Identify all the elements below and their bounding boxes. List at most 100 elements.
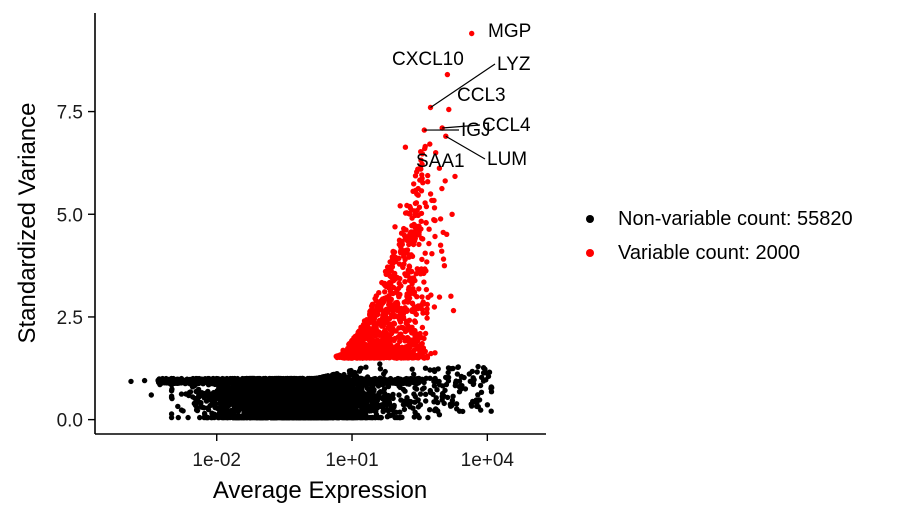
data-point [345, 385, 351, 391]
data-point [384, 407, 390, 413]
data-point [357, 378, 363, 384]
data-point [377, 389, 384, 395]
data-point [268, 410, 274, 417]
data-point [327, 414, 333, 421]
data-point [241, 413, 247, 419]
data-point [474, 369, 480, 375]
data-point [483, 377, 489, 383]
data-point [433, 395, 439, 401]
data-point [458, 373, 465, 380]
data-point [232, 397, 239, 403]
data-point [449, 401, 456, 408]
data-point [445, 369, 451, 376]
data-point [323, 398, 330, 405]
data-point [340, 373, 346, 379]
data-point [363, 414, 370, 421]
data-point [221, 379, 227, 386]
data-point [484, 402, 491, 408]
data-point [364, 374, 371, 380]
data-point [450, 393, 456, 399]
data-point [325, 393, 332, 399]
data-point [367, 380, 373, 387]
data-point [364, 385, 371, 391]
data-point [422, 365, 429, 371]
data-point [381, 371, 387, 377]
data-point [248, 381, 254, 388]
data-point [427, 407, 433, 413]
data-point [274, 405, 280, 412]
data-point [310, 375, 317, 382]
data-point [400, 386, 407, 393]
data-point [377, 361, 383, 367]
data-point [185, 414, 191, 421]
data-point [396, 392, 402, 398]
data-point [198, 400, 204, 406]
data-point [217, 396, 224, 402]
data-point [178, 391, 185, 397]
data-point [260, 396, 266, 402]
data-point [209, 391, 215, 397]
data-point [241, 402, 248, 409]
data-point [412, 385, 418, 391]
data-point [268, 392, 274, 399]
non-variable-points [128, 361, 495, 421]
data-point [456, 389, 463, 395]
data-point [176, 380, 182, 386]
data-point [209, 410, 215, 416]
data-point [452, 380, 459, 386]
data-point [293, 375, 300, 382]
data-point [427, 367, 433, 373]
data-point [237, 383, 244, 389]
data-point [351, 402, 357, 408]
data-point [478, 389, 485, 395]
data-point [191, 377, 197, 383]
data-point [257, 410, 263, 417]
data-point [299, 386, 305, 392]
data-point [348, 377, 355, 383]
data-point [233, 414, 239, 421]
data-point [276, 375, 282, 382]
data-point [168, 414, 175, 421]
data-point [415, 397, 421, 403]
data-point [431, 367, 437, 373]
data-point [196, 393, 202, 399]
data-point [209, 396, 215, 403]
data-point [256, 383, 262, 389]
data-point [331, 371, 337, 378]
data-point [449, 397, 456, 404]
data-point [266, 382, 273, 389]
data-point [209, 379, 216, 385]
data-point [191, 400, 197, 407]
data-point [306, 384, 312, 390]
data-point [466, 371, 472, 377]
data-point [388, 404, 395, 410]
data-point [217, 411, 223, 417]
data-point [263, 386, 269, 392]
data-point [243, 375, 249, 382]
data-point [284, 392, 290, 399]
data-point [347, 370, 353, 376]
data-point [247, 399, 254, 405]
data-point [362, 410, 368, 416]
data-point [197, 414, 203, 421]
data-point [474, 400, 480, 406]
data-point [219, 386, 226, 392]
data-point [265, 396, 271, 403]
variable-points [333, 30, 475, 361]
data-point [285, 403, 291, 409]
data-point [187, 389, 194, 395]
data-point [209, 414, 215, 421]
data-point [272, 411, 278, 417]
data-point [392, 414, 398, 421]
data-point [385, 392, 392, 399]
data-point [368, 391, 374, 397]
data-point [381, 386, 388, 392]
data-point [295, 406, 301, 412]
data-point [399, 414, 405, 420]
data-point [441, 400, 447, 407]
data-point [379, 382, 386, 388]
data-point [282, 388, 288, 395]
data-point [313, 407, 320, 413]
data-point [385, 383, 392, 390]
data-point [307, 396, 313, 402]
